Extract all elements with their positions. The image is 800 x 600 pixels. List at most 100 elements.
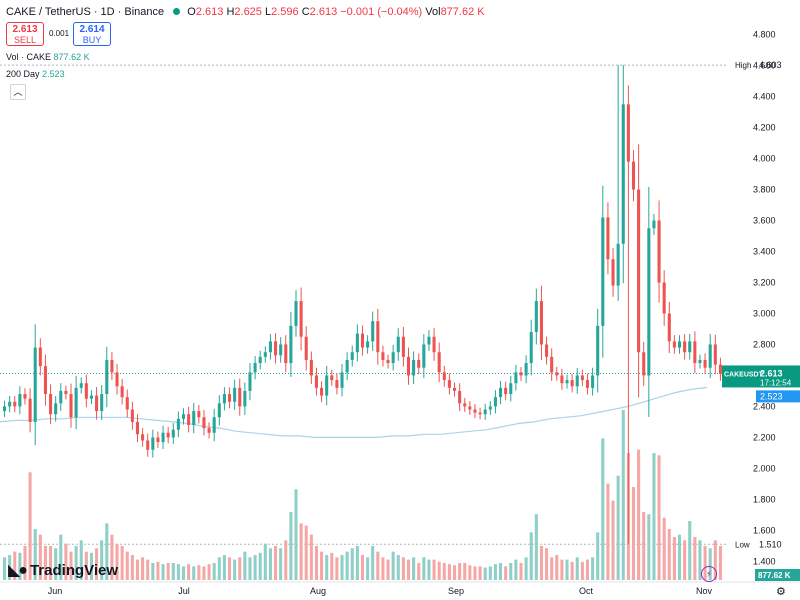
candle-body xyxy=(243,390,247,407)
volume-bar xyxy=(345,551,349,580)
candle-body xyxy=(360,333,365,348)
candle-body xyxy=(248,372,252,391)
buy-label: BUY xyxy=(82,35,102,45)
candle-body xyxy=(38,347,42,367)
low-tag-value: 1.510 xyxy=(759,539,782,549)
candle-body xyxy=(335,380,339,388)
volume-bar xyxy=(243,551,247,580)
volume-bar xyxy=(580,561,584,580)
candle-body xyxy=(626,104,630,162)
volume-bar xyxy=(166,563,170,580)
volume-bar xyxy=(187,564,191,580)
volume-bar xyxy=(289,512,293,580)
volume-indicator[interactable]: Vol · CAKE 877.62 K xyxy=(6,52,90,62)
volume-bar xyxy=(631,487,636,580)
y-tick-label: 4.000 xyxy=(753,154,776,164)
volume-bar xyxy=(708,548,712,580)
lightning-icon[interactable]: ⚡ xyxy=(701,566,717,582)
candle-body xyxy=(718,364,722,374)
candle-body xyxy=(616,243,620,286)
candle-body xyxy=(289,325,293,364)
ma-tag-bg xyxy=(756,390,800,403)
volume-bar xyxy=(391,551,395,580)
gear-icon[interactable]: ⚙ xyxy=(776,586,786,598)
volume-bar xyxy=(8,555,12,580)
volume-bar xyxy=(488,566,492,580)
volume-bar xyxy=(570,561,574,580)
tv-logo-icon: ◣● xyxy=(8,562,28,579)
candle-body xyxy=(320,387,324,396)
chevron-up-icon[interactable]: ︿ xyxy=(10,84,26,100)
candle-body xyxy=(59,390,63,404)
candle-body xyxy=(156,437,160,443)
symbol-title[interactable]: CAKE / TetherUS · 1D · Binance xyxy=(6,6,165,18)
candle-body xyxy=(294,301,298,326)
high-label: H xyxy=(226,6,235,18)
candle-body xyxy=(207,428,211,433)
volume-bar xyxy=(524,557,528,580)
candle-body xyxy=(401,336,405,357)
volume-bar xyxy=(64,543,68,580)
candle-body xyxy=(187,414,191,426)
volume-bar xyxy=(69,551,73,580)
volume-bar xyxy=(181,566,186,580)
open-value: 2.613 xyxy=(195,6,224,18)
candle-body xyxy=(64,390,68,395)
ma-indicator[interactable]: 200 Day 2.523 xyxy=(6,69,65,79)
candle-body xyxy=(340,372,344,388)
volume-bar xyxy=(637,449,641,580)
volume-bar xyxy=(212,563,216,580)
y-tick-label: 2.400 xyxy=(753,401,776,411)
candle-body xyxy=(166,432,170,438)
buy-button[interactable]: 2.614 BUY xyxy=(73,22,111,46)
volume-bar xyxy=(258,552,262,580)
volume-bar xyxy=(493,564,497,580)
y-tick-label: 3.400 xyxy=(753,247,776,257)
candle-body xyxy=(161,432,165,443)
volume-bar xyxy=(79,540,83,580)
volume-tag-value: 877.62 K xyxy=(758,571,791,580)
volume-bar xyxy=(396,555,400,580)
sell-button[interactable]: 2.613 SELL xyxy=(6,22,44,46)
candle-body xyxy=(514,372,518,384)
volume-bar xyxy=(677,534,682,580)
volume-bar xyxy=(248,557,252,580)
candle-body xyxy=(442,372,446,381)
candle-body xyxy=(417,359,421,368)
candle-body xyxy=(391,352,395,364)
candle-body xyxy=(49,394,53,415)
volume-bar xyxy=(437,561,441,580)
candle-body xyxy=(181,414,186,419)
candle-body xyxy=(478,412,482,415)
low-value: 2.596 xyxy=(271,6,299,18)
volume-bar xyxy=(499,563,503,580)
volume-bar xyxy=(406,559,411,580)
volume-bar xyxy=(376,551,380,580)
low-tag-label: Low xyxy=(735,540,750,549)
y-tick-label: 1.600 xyxy=(753,525,776,535)
y-tick-label: 1.400 xyxy=(753,556,776,566)
volume-bar xyxy=(59,534,63,580)
volume-bar xyxy=(652,453,656,580)
volume-bar xyxy=(320,551,324,580)
close-label: C xyxy=(301,6,310,18)
spread-value: 0.001 xyxy=(49,29,70,38)
candle-body xyxy=(69,394,73,418)
candle-body xyxy=(585,380,590,388)
candle-body xyxy=(637,189,641,353)
volume-bar xyxy=(192,566,196,580)
ma-200-line xyxy=(0,386,708,438)
chart-header: CAKE / TetherUS · 1D · Binance O2.613 H2… xyxy=(6,6,485,18)
volume-bar xyxy=(156,561,160,580)
volume-bar xyxy=(621,410,625,580)
candle-body xyxy=(642,352,646,376)
candle-body xyxy=(8,401,12,407)
volume-bar xyxy=(698,540,702,580)
y-tick-label: 3.200 xyxy=(753,278,776,288)
candle-body xyxy=(151,437,155,450)
tradingview-logo[interactable]: ◣● TradingView xyxy=(8,560,118,580)
volume-bar xyxy=(514,559,518,580)
candle-body xyxy=(13,401,17,407)
candle-body xyxy=(314,375,318,388)
